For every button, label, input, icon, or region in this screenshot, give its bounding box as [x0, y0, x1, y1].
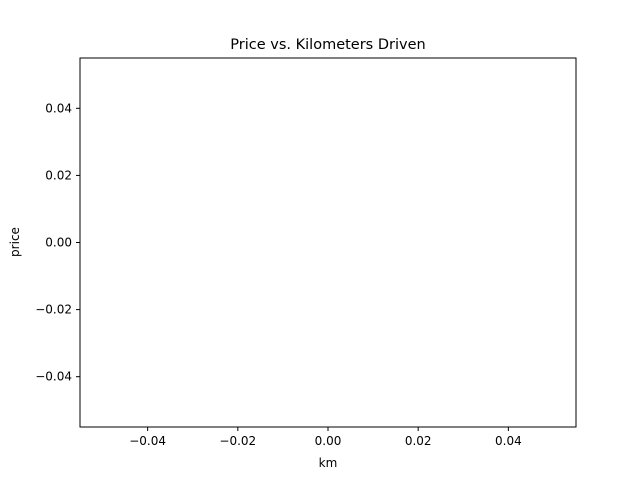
- y-tick-label: −0.02: [35, 303, 72, 317]
- x-tick-label: −0.02: [219, 434, 256, 448]
- y-tick-label: −0.04: [35, 370, 72, 384]
- y-axis-ticks: −0.04 −0.02 0.00 0.02 0.04: [35, 101, 80, 384]
- x-tick-label: −0.04: [129, 434, 166, 448]
- x-tick-label: 0.02: [405, 434, 432, 448]
- x-tick-label: 0.00: [315, 434, 342, 448]
- chart-title: Price vs. Kilometers Driven: [230, 37, 425, 53]
- x-axis-ticks: −0.04 −0.02 0.00 0.02 0.04: [129, 427, 522, 448]
- x-axis-label: km: [319, 456, 338, 470]
- y-tick-label: 0.00: [45, 236, 72, 250]
- x-tick-label: 0.04: [495, 434, 522, 448]
- y-axis-label: price: [8, 227, 22, 257]
- plot-area-frame: [79, 57, 577, 428]
- y-tick-label: 0.02: [45, 168, 72, 182]
- y-tick-label: 0.04: [45, 101, 72, 115]
